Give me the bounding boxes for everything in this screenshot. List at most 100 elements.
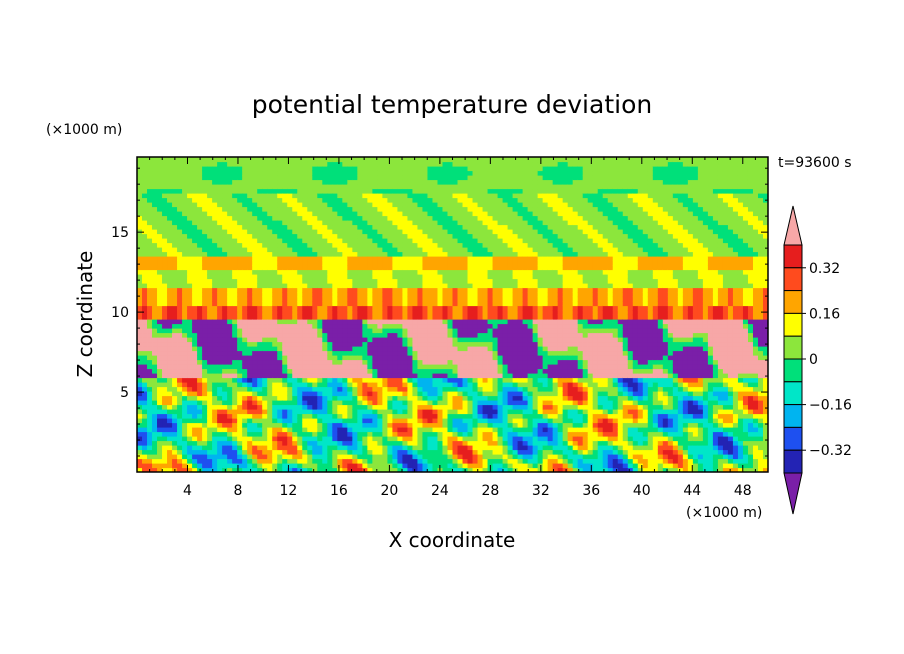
field-cell: [172, 202, 178, 208]
field-cell: [202, 350, 208, 356]
field-cell: [277, 382, 283, 388]
field-cell: [387, 449, 394, 455]
field-cell: [147, 373, 153, 379]
field-cell: [257, 422, 263, 428]
field-cell: [392, 238, 399, 244]
field-cell: [282, 265, 288, 271]
field-cell: [432, 256, 439, 262]
field-cell: [202, 305, 208, 311]
field-cell: [242, 287, 248, 293]
field-cell: [462, 449, 469, 455]
field-cell: [272, 458, 278, 464]
field-cell: [257, 386, 263, 392]
field-cell: [382, 350, 388, 356]
field-cell: [272, 373, 278, 379]
field-cell: [302, 422, 308, 428]
field-cell: [242, 449, 248, 455]
field-cell: [412, 391, 419, 397]
field-cell: [462, 454, 469, 460]
field-cell: [272, 409, 278, 415]
field-cell: [272, 445, 278, 451]
field-cell: [212, 238, 218, 244]
field-cell: [337, 395, 343, 401]
field-cell: [432, 350, 439, 356]
field-cell: [327, 269, 333, 275]
field-cell: [222, 202, 228, 208]
field-cell: [217, 188, 223, 194]
field-cell: [232, 292, 238, 298]
field-cell: [167, 332, 173, 338]
field-cell: [147, 251, 153, 257]
field-cell: [157, 382, 163, 388]
field-cell: [357, 157, 363, 163]
field-cell: [207, 265, 213, 271]
field-cell: [447, 175, 454, 181]
field-cell: [252, 458, 258, 464]
field-cell: [222, 431, 228, 437]
field-cell: [187, 436, 193, 442]
field-cell: [327, 440, 333, 446]
field-cell: [247, 346, 253, 352]
field-cell: [317, 332, 323, 338]
field-cell: [242, 341, 248, 347]
field-cell: [237, 364, 243, 370]
field-cell: [192, 287, 198, 293]
field-cell: [152, 422, 158, 428]
field-cell: [172, 301, 178, 307]
field-cell: [137, 157, 143, 163]
field-cell: [437, 166, 444, 172]
field-cell: [392, 350, 399, 356]
field-cell: [232, 256, 238, 262]
field-cell: [192, 238, 198, 244]
field-cell: [377, 224, 383, 230]
field-cell: [402, 242, 409, 248]
field-cell: [152, 274, 158, 280]
field-cell: [442, 391, 449, 397]
field-cell: [227, 211, 233, 217]
field-cell: [352, 202, 358, 208]
field-cell: [222, 166, 228, 172]
field-cell: [147, 224, 153, 230]
field-cell: [242, 166, 248, 172]
field-cell: [367, 467, 373, 472]
field-cell: [242, 382, 248, 388]
field-cell: [397, 202, 404, 208]
field-cell: [342, 314, 348, 320]
field-cell: [277, 409, 283, 415]
field-cell: [237, 413, 243, 419]
field-cell: [262, 251, 268, 257]
field-cell: [197, 175, 203, 181]
field-cell: [422, 220, 429, 226]
field-cell: [197, 233, 203, 239]
field-cell: [467, 413, 474, 419]
field-cell: [352, 184, 358, 190]
field-cell: [377, 445, 383, 451]
field-cell: [217, 274, 223, 280]
field-cell: [357, 283, 363, 289]
field-cell: [252, 161, 258, 167]
field-cell: [147, 260, 153, 266]
field-cell: [462, 373, 469, 379]
field-cell: [477, 211, 484, 217]
field-cell: [352, 409, 358, 415]
field-cell: [487, 337, 494, 343]
field-cell: [207, 170, 213, 176]
field-cell: [412, 220, 419, 226]
field-cell: [362, 440, 368, 446]
field-cell: [332, 278, 338, 284]
field-cell: [312, 179, 318, 185]
field-cell: [307, 382, 313, 388]
field-cell: [482, 346, 489, 352]
field-cell: [487, 409, 494, 415]
field-cell: [427, 409, 434, 415]
field-cell: [322, 467, 328, 472]
field-cell: [352, 377, 358, 383]
field-cell: [247, 211, 253, 217]
field-cell: [347, 332, 353, 338]
field-cell: [317, 247, 323, 253]
field-cell: [312, 427, 318, 433]
field-cell: [252, 233, 258, 239]
field-cell: [267, 427, 273, 433]
field-cell: [392, 197, 399, 203]
field-cell: [452, 211, 459, 217]
